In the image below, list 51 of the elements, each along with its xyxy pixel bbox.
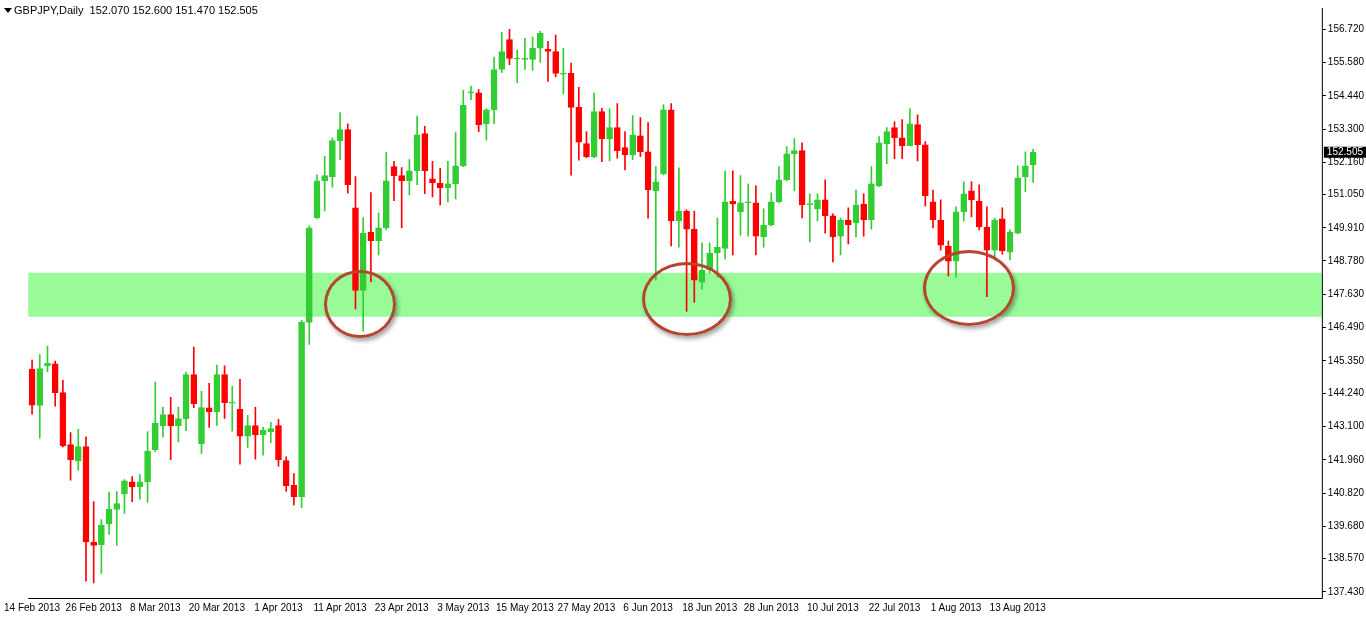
x-tick-label: 14 Feb 2013 bbox=[3, 601, 61, 613]
y-tick-label: 148.780 bbox=[1327, 254, 1365, 266]
candlestick bbox=[544, 40, 552, 82]
y-tick-label: 152.160 bbox=[1327, 156, 1365, 168]
candlestick bbox=[744, 183, 752, 237]
y-tick-label: 145.350 bbox=[1327, 354, 1365, 366]
text: 152.505 bbox=[1326, 145, 1364, 157]
candlestick bbox=[321, 156, 329, 212]
y-tick-label: 146.490 bbox=[1327, 321, 1365, 333]
candlestick bbox=[513, 49, 521, 83]
x-tick-label: 22 Jul 2013 bbox=[868, 601, 921, 613]
candlestick bbox=[267, 422, 275, 443]
candlestick bbox=[621, 131, 629, 171]
y-tick-label: 144.240 bbox=[1327, 387, 1365, 399]
chart-title: GBPJPY,Daily 152.070 152.600 151.470 152.505 bbox=[14, 4, 258, 17]
candlestick bbox=[90, 501, 98, 584]
x-tick-label: 1 Apr 2013 bbox=[254, 601, 304, 613]
x-tick-label: 15 May 2013 bbox=[495, 601, 555, 613]
x-tick-label: 6 Jun 2013 bbox=[623, 601, 674, 613]
candlestick bbox=[167, 397, 175, 461]
y-tick-label: 154.440 bbox=[1327, 89, 1365, 101]
x-tick-label: 23 Apr 2013 bbox=[374, 601, 430, 613]
x-tick-label: 11 Apr 2013 bbox=[313, 601, 368, 613]
y-tick-label: 155.580 bbox=[1327, 56, 1365, 68]
y-tick-label: 138.570 bbox=[1327, 552, 1365, 564]
y-tick-label: 156.720 bbox=[1327, 23, 1365, 35]
y-tick-label: 140.820 bbox=[1327, 486, 1365, 498]
y-tick-label: 149.910 bbox=[1327, 221, 1365, 233]
x-tick-label: 8 Mar 2013 bbox=[129, 601, 182, 613]
x-tick-label: 28 Jun 2013 bbox=[743, 601, 800, 613]
candlestick bbox=[113, 491, 121, 546]
y-tick-label: 151.050 bbox=[1327, 188, 1365, 200]
y-tick-label: 153.300 bbox=[1327, 122, 1365, 134]
candlestick bbox=[228, 385, 236, 432]
x-tick-label: 20 Mar 2013 bbox=[188, 601, 246, 613]
x-tick-label: 26 Feb 2013 bbox=[65, 601, 123, 613]
candlestick bbox=[898, 119, 906, 160]
y-tick-label: 141.960 bbox=[1327, 453, 1365, 465]
y-tick-label: 137.430 bbox=[1327, 585, 1365, 597]
y-tick-label: 139.680 bbox=[1327, 520, 1365, 532]
y-tick-label: 147.630 bbox=[1327, 288, 1365, 300]
x-tick-label: 1 Aug 2013 bbox=[930, 601, 982, 613]
x-tick-label: 10 Jul 2013 bbox=[807, 601, 860, 613]
candlestick bbox=[652, 166, 660, 281]
x-tick-label: 3 May 2013 bbox=[437, 601, 490, 613]
y-tick-label: 143.100 bbox=[1327, 420, 1365, 432]
candlestick bbox=[398, 167, 406, 229]
candlestick bbox=[467, 85, 475, 100]
x-tick-label: 18 Jun 2013 bbox=[682, 601, 738, 613]
x-tick-label: 27 May 2013 bbox=[557, 601, 616, 613]
x-tick-label: 13 Aug 2013 bbox=[989, 601, 1047, 613]
